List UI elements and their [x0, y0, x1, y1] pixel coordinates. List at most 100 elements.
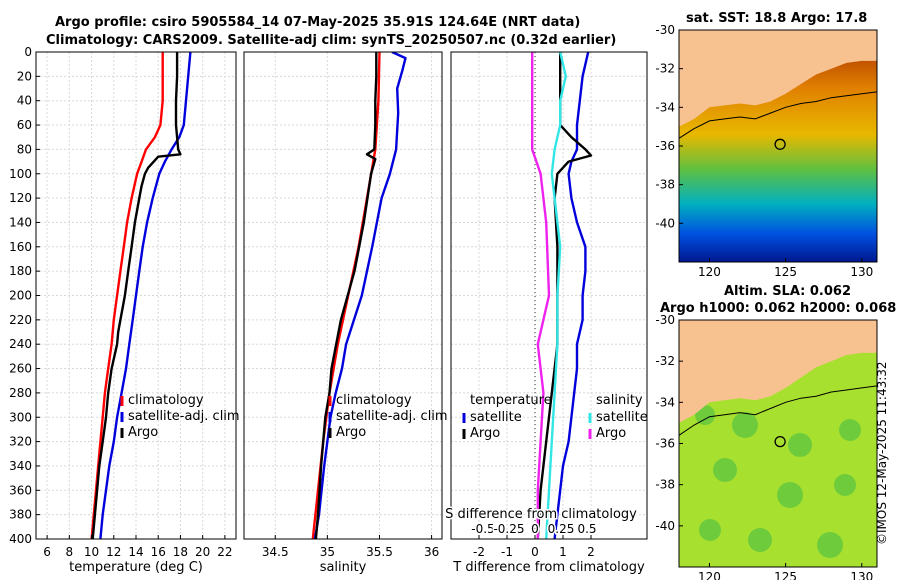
y-tick-label: -38 — [655, 478, 675, 492]
salinity-panel: 34.5 35 35.5 36 salinity climatologysatellite… — [243, 51, 448, 575]
land — [679, 320, 877, 423]
x-tick-label: 120 — [698, 265, 721, 279]
legend-label: Argo — [336, 425, 366, 440]
y-tick-label: 220 — [9, 313, 32, 327]
y-tick-label: 120 — [9, 191, 32, 205]
shelf-contour — [678, 385, 878, 436]
x-tick-label: 12 — [106, 545, 121, 559]
legend-label: Argo — [596, 426, 626, 441]
axes-frame — [450, 51, 648, 540]
title-line-2: Climatology: CARS2009. Satellite-adj cli… — [46, 33, 617, 48]
y-tick-label: -32 — [655, 354, 675, 368]
shelf-contour — [678, 91, 878, 139]
temperature-panel: 6 8 10 12 14 16 18 20 22 temperature (deg C) 0 20 40… — [9, 45, 240, 575]
series-group — [311, 52, 407, 539]
argo-float-marker — [774, 435, 786, 448]
y-tick-label: -30 — [655, 23, 675, 37]
x-tick-label: 34.5 — [262, 545, 289, 559]
y-tick-label: 320 — [9, 435, 32, 449]
legend-title: salinity — [596, 393, 643, 408]
series-group — [90, 52, 192, 539]
y-tick-label: 160 — [9, 240, 32, 254]
y-tick-label: 140 — [9, 215, 32, 229]
y-tick-label: 60 — [17, 118, 32, 132]
x-tick-label: -2 — [473, 545, 485, 559]
y-tick-label: -36 — [655, 437, 675, 451]
x-tick-label: 6 — [43, 545, 51, 559]
x-tick-label: 130 — [850, 265, 873, 279]
y-tick-label: 0 — [24, 45, 32, 59]
legend-title: temperature — [470, 393, 552, 408]
x-tick-label: 120 — [698, 570, 721, 580]
sla-map-title: Altim. SLA: 0.062 — [724, 284, 851, 299]
y-tick-label: -38 — [655, 178, 675, 192]
sst-map-title: sat. SST: 18.8 Argo: 17.8 — [686, 11, 868, 26]
series-temperature-satellite — [553, 52, 590, 539]
x-tick-label: 16 — [151, 545, 166, 559]
s-tick-label: -0.25 — [493, 522, 524, 536]
sla-argo-height-title: Argo h1000: 0.062 h2000: 0.068 — [660, 301, 897, 316]
y-tick-label: 280 — [9, 386, 32, 400]
y-tick-label: -34 — [655, 100, 675, 114]
series-satellite-adj-clim — [313, 52, 407, 539]
y-tick-label: 340 — [9, 459, 32, 473]
difference-panel: -2 -1 0 1 2T difference from climatology temp… — [444, 51, 648, 575]
x-tick-label: -1 — [501, 545, 513, 559]
legend-label: climatology — [336, 393, 412, 408]
legend-label: Argo — [128, 425, 158, 440]
y-tick-label: 260 — [9, 362, 32, 376]
series-salinity-satellite — [545, 52, 567, 539]
x-tick-label: 10 — [84, 545, 99, 559]
x-tick-label: 125 — [774, 265, 797, 279]
series-group — [531, 52, 593, 539]
legend-label: satellite-adj. clim — [128, 409, 240, 424]
x-tick-label: 36 — [424, 545, 439, 559]
x-tick-label: 8 — [66, 545, 74, 559]
y-tick-label: 400 — [9, 532, 32, 546]
x-tick-label: 125 — [774, 570, 797, 580]
axes-frame — [243, 51, 443, 540]
series-satellite-adj-clim — [99, 52, 192, 539]
y-tick-label: 200 — [9, 289, 32, 303]
y-tick-label: 360 — [9, 483, 32, 497]
x-tick-label: 1 — [559, 545, 567, 559]
argo-float-marker — [774, 138, 786, 150]
series-climatology — [90, 52, 164, 539]
x-tick-label: 20 — [195, 545, 210, 559]
land — [679, 30, 877, 127]
y-tick-label: -34 — [655, 395, 675, 409]
y-tick-label: -36 — [655, 139, 675, 153]
sla-map: 120 125 130 -30 -32 -34 -36 -38 -40 — [655, 313, 878, 580]
y-tick-label: 180 — [9, 264, 32, 278]
y-tick-label: 100 — [9, 167, 32, 181]
x-tick-label: 14 — [128, 545, 143, 559]
series-argo — [314, 52, 378, 539]
legend-label: satellite — [470, 410, 522, 425]
legend-label: climatology — [128, 393, 204, 408]
y-tick-label: 380 — [9, 508, 32, 522]
s-tick-label: 0.25 — [548, 522, 575, 536]
legend-label: satellite — [596, 410, 648, 425]
x-tick-label: 35 — [320, 545, 335, 559]
legend-label: Argo — [470, 426, 500, 441]
series-salinity-argo — [531, 52, 551, 539]
s-tick-label: -0.5 — [471, 522, 494, 536]
x-axis-label: T difference from climatology — [452, 560, 645, 575]
y-tick-label: -40 — [655, 216, 675, 230]
y-tick-label: 20 — [17, 69, 32, 83]
sst-map: 120 125 130 -30 -32 -34 -36 -38 -40 — [655, 23, 878, 279]
x-tick-label: 18 — [173, 545, 188, 559]
y-tick-label: -32 — [655, 62, 675, 76]
legend-label: satellite-adj. clim — [336, 409, 448, 424]
y-tick-label: 40 — [17, 94, 32, 108]
s-axis-label: S difference from climatology — [445, 507, 637, 522]
y-tick-label: 80 — [17, 142, 32, 156]
x-tick-label: 35.5 — [366, 545, 393, 559]
x-axis-label: temperature (deg C) — [69, 560, 203, 575]
x-tick-label: 2 — [587, 545, 595, 559]
x-tick-label: 0 — [531, 545, 539, 559]
sla-anomaly-blobs — [695, 405, 861, 558]
title-line-1: Argo profile: csiro 5905584_14 07-May-20… — [55, 15, 581, 30]
y-tick-label: -40 — [655, 519, 675, 533]
